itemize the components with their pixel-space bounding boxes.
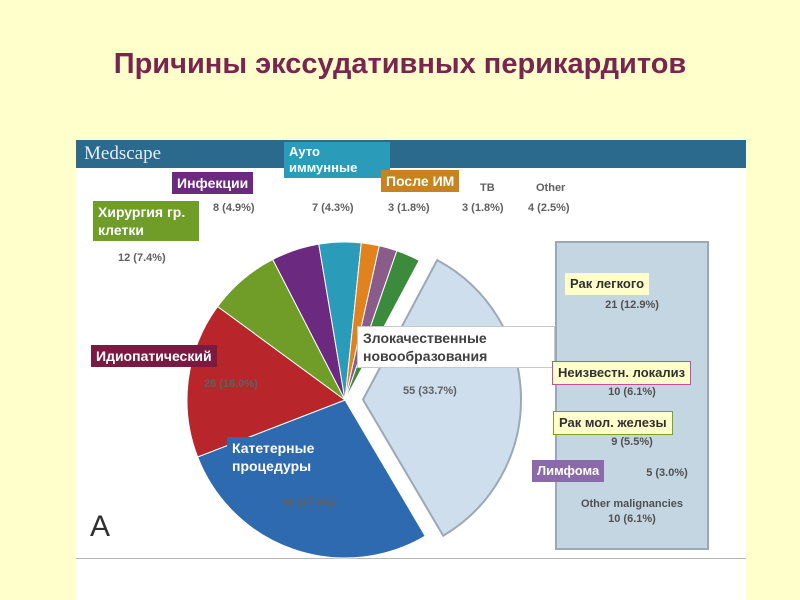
value-label-4: 12 (7.4%) xyxy=(118,252,166,264)
breakdown-value-4: 5 (3.0%) xyxy=(646,467,688,479)
value-label-8: 3 (1.8%) xyxy=(462,202,504,214)
tb-label: TB xyxy=(480,182,495,194)
breakdown-value-2: 10 (6.1%) xyxy=(608,386,656,398)
source-header: Medscape xyxy=(76,140,746,168)
label-breast-cancer: Рак мол. железы xyxy=(553,411,673,435)
other-label: Other xyxy=(536,182,566,194)
breakdown-value-3: 9 (5.5%) xyxy=(611,436,653,448)
pie-slice-3 xyxy=(186,305,347,458)
page-title: Причины экссудативных перикардитов xyxy=(113,48,687,80)
panel-letter: A xyxy=(90,510,111,543)
medscape-logo: Medscape xyxy=(84,143,162,164)
label-after-mi: После ИМ xyxy=(381,170,460,192)
value-label-3: 26 (16.0%) xyxy=(204,378,258,390)
label-lymphoma: Лимфома xyxy=(532,460,605,482)
value-label-1: 55 (33.7%) xyxy=(403,385,457,397)
label-idiopathic: Идиопатический xyxy=(91,345,217,367)
divider xyxy=(76,558,746,559)
label-lung-cancer: Рак легкого xyxy=(565,273,650,295)
breakdown-value-5: 10 (6.1%) xyxy=(608,513,656,525)
label-surgery: Хирургия гр. клетки xyxy=(93,201,199,241)
breakdown-label-other: Other malignancies xyxy=(580,498,684,510)
label-infections: Инфекции xyxy=(172,172,254,194)
value-label-7: 3 (1.8%) xyxy=(388,202,430,214)
label-catheter: Катетерные процедуры xyxy=(227,437,353,477)
value-label-6: 7 (4.3%) xyxy=(312,202,354,214)
breakdown-value-1: 21 (12.9%) xyxy=(605,299,659,311)
value-label-9: 4 (2.5%) xyxy=(528,202,570,214)
label-malignant: Злокачественные новообразования xyxy=(357,326,555,368)
value-label-5: 8 (4.9%) xyxy=(213,202,255,214)
label-unknown-site: Неизвестн. локализ xyxy=(552,361,692,385)
label-autoimmune: Ауто иммунные xyxy=(284,142,390,178)
value-label-2: 45 (27.6%) xyxy=(282,497,336,509)
